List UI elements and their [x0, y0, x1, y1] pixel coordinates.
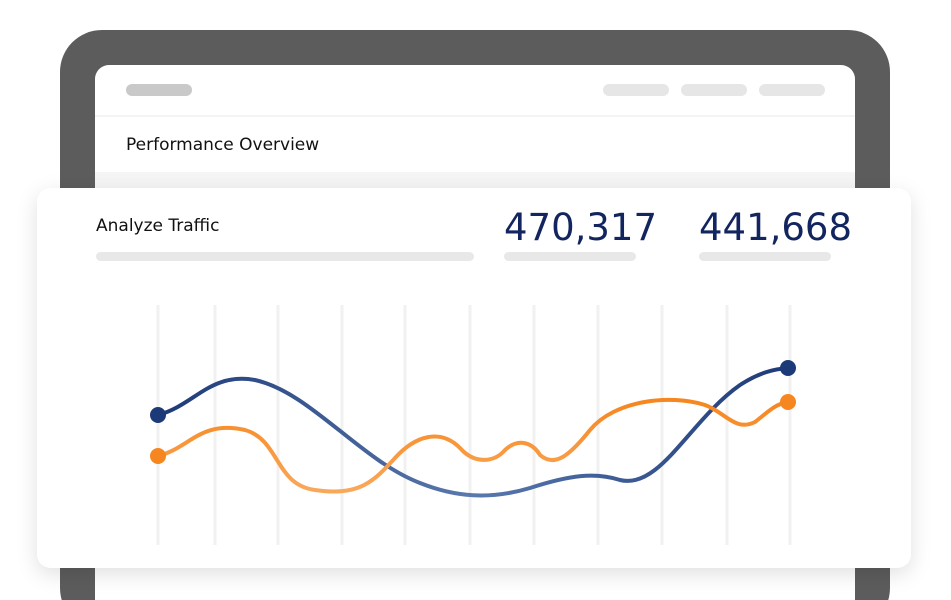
orange-curve	[156, 397, 790, 494]
placeholder	[759, 84, 825, 96]
grid	[156, 305, 792, 545]
screen-divider	[95, 172, 855, 192]
blue-point	[780, 360, 796, 376]
placeholder	[603, 84, 669, 96]
placeholder	[681, 84, 747, 96]
placeholder	[126, 84, 192, 96]
placeholder	[504, 252, 636, 261]
placeholder	[699, 252, 831, 261]
orange-point	[150, 448, 166, 464]
blue-curve	[156, 366, 790, 498]
screen-title: Performance Overview	[126, 135, 319, 155]
placeholder	[96, 252, 474, 261]
metric-value: 470,317	[504, 206, 657, 249]
orange-point	[780, 394, 796, 410]
metric-value: 441,668	[699, 206, 852, 249]
card-title: Analyze Traffic	[96, 216, 219, 236]
blue-point	[150, 407, 166, 423]
card	[37, 188, 911, 568]
